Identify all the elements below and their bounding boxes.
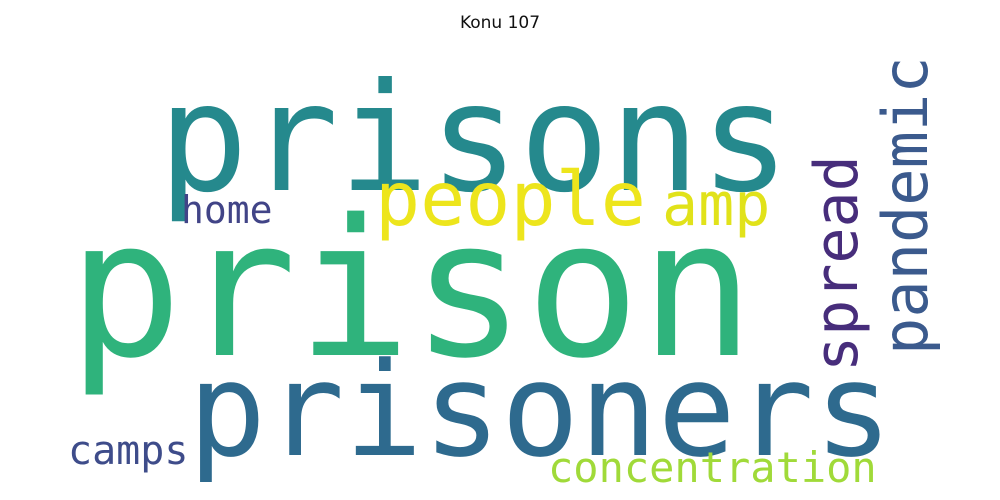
word-spread: spread [802,155,872,372]
word-pandemic: pandemic [869,56,942,355]
word-people: people [375,155,646,243]
word-amp: amp [662,170,770,240]
word-concentration: concentration [548,443,877,492]
word-prisoners: prisoners [188,334,892,486]
word-home: home [181,188,273,232]
word-prisons: prisons [158,52,790,226]
page-title: Konu 107 [459,13,541,33]
word-camps: camps [68,428,188,474]
word-prison: prison [68,179,754,400]
